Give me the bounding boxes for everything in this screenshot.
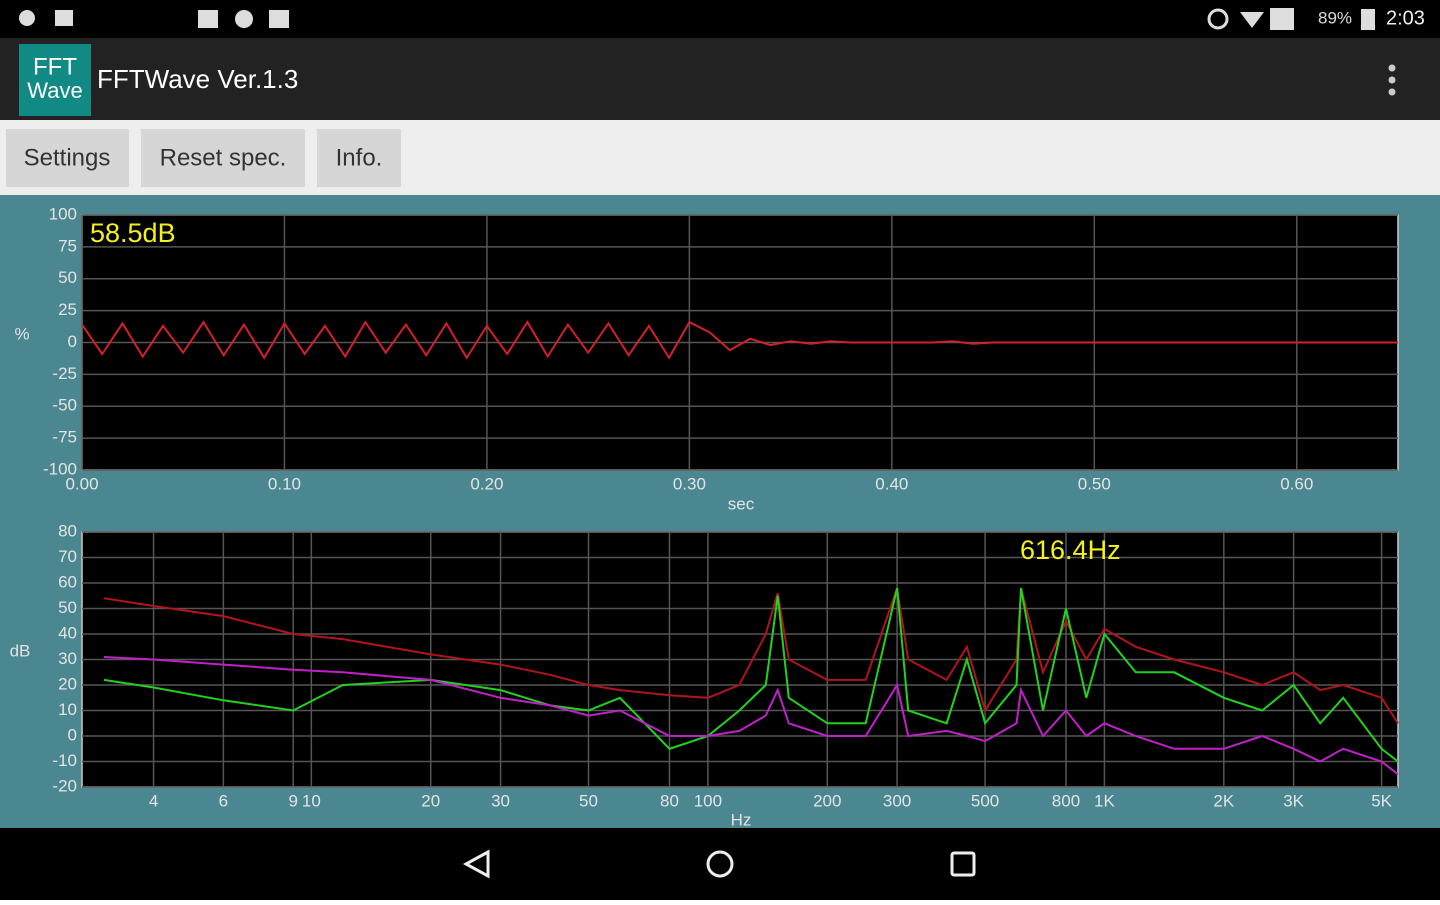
y-tick-label: 60: [58, 572, 77, 591]
x-tick-label: 0.30: [673, 474, 706, 493]
x-tick-label: 0.50: [1078, 474, 1111, 493]
y-tick-label: 30: [58, 649, 77, 668]
y-tick-label: -75: [52, 428, 77, 447]
y-tick-label: -20: [52, 776, 77, 795]
x-tick-label: 200: [813, 791, 841, 810]
nav-bar: [0, 828, 1440, 900]
app-icon: [19, 44, 91, 116]
battery: 89%: [1318, 8, 1352, 27]
x-tick-label: 20: [421, 791, 440, 810]
x-tick-label: 100: [694, 791, 722, 810]
app-title: FFTWave Ver.1.3: [97, 64, 298, 94]
y-tick-label: 50: [58, 268, 77, 287]
recents-button[interactable]: [950, 851, 976, 877]
x-tick-label: 10: [302, 791, 321, 810]
x-tick-label: 0.60: [1280, 474, 1313, 493]
y-tick-label: 40: [58, 623, 77, 642]
x-tick-label: 3K: [1283, 791, 1304, 810]
y-tick-label: 0: [68, 725, 77, 744]
data-line: [103, 587, 1399, 763]
button[interactable]: [317, 129, 401, 187]
button-label[interactable]: Settings: [24, 144, 111, 171]
x-tick-label: 4: [149, 791, 158, 810]
y-tick-label: -25: [52, 364, 77, 383]
y-tick-label: -50: [52, 396, 77, 415]
x-tick-label: 0.10: [268, 474, 301, 493]
x-tick-label: 500: [971, 791, 999, 810]
y-tick-label: -100: [43, 459, 77, 478]
y-tick-label: 80: [58, 521, 77, 540]
x-axis-label: sec: [728, 494, 755, 513]
y-tick-label: 20: [58, 674, 77, 693]
y-tick-label: 70: [58, 547, 77, 566]
x-tick-label: 2K: [1213, 791, 1234, 810]
x-tick-label: 30: [491, 791, 510, 810]
button-label[interactable]: Reset spec.: [160, 144, 287, 171]
x-tick-label: 800: [1052, 791, 1080, 810]
status-icons: [19, 8, 1375, 30]
data-line: [81, 320, 1398, 360]
x-tick-label: 0.20: [470, 474, 503, 493]
x-tick-label: 300: [883, 791, 911, 810]
button[interactable]: [6, 129, 129, 187]
data-line: [103, 656, 1399, 776]
x-tick-label: 1K: [1094, 791, 1115, 810]
annotation: 58.5dB: [90, 218, 176, 248]
button[interactable]: [141, 129, 305, 187]
app-bar: [0, 38, 1440, 120]
clock: 2:03: [1386, 7, 1425, 29]
x-tick-label: 0.40: [875, 474, 908, 493]
y-tick-label: 75: [58, 236, 77, 255]
button-label[interactable]: Info.: [336, 144, 383, 171]
x-tick-label: 9: [288, 791, 297, 810]
x-tick-label: 5K: [1371, 791, 1392, 810]
annotation: 616.4Hz: [1020, 535, 1121, 565]
overflow-menu[interactable]: [1388, 64, 1396, 96]
y-tick-label: 100: [49, 204, 77, 223]
x-tick-label: 0.00: [65, 474, 98, 493]
y-axis-label: %: [14, 324, 29, 343]
x-axis-label: Hz: [731, 810, 752, 829]
y-axis-label: dB: [10, 641, 31, 660]
data-line: [103, 587, 1399, 724]
back-button[interactable]: [462, 849, 490, 879]
y-tick-label: 25: [58, 300, 77, 319]
y-tick-label: 0: [68, 332, 77, 351]
icon-text: Wave: [27, 78, 82, 103]
y-tick-label: 50: [58, 598, 77, 617]
y-tick-label: 10: [58, 700, 77, 719]
home-button[interactable]: [706, 850, 734, 878]
x-tick-label: 6: [219, 791, 228, 810]
x-tick-label: 80: [660, 791, 679, 810]
y-tick-label: -10: [52, 751, 77, 770]
x-tick-label: 50: [579, 791, 598, 810]
icon-text: FFT: [33, 53, 77, 80]
